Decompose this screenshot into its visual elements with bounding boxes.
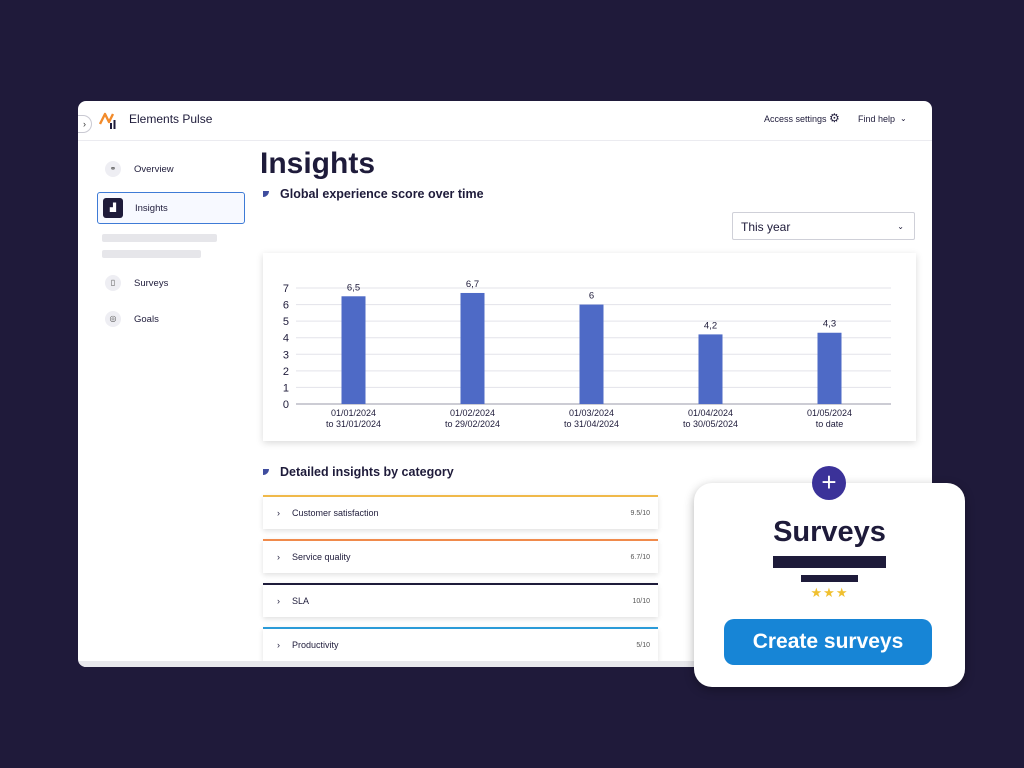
add-icon[interactable]: + [812, 466, 846, 500]
chevron-down-icon[interactable]: ⌄ [900, 114, 907, 123]
sidebar-item-overview[interactable]: ⚭ Overview [97, 154, 245, 186]
find-help-menu[interactable]: Find help [858, 114, 896, 124]
app-window: › Elements Pulse Access settings ⚙ Find … [78, 101, 932, 667]
section-marker-icon [263, 469, 269, 475]
chevron-right-icon: › [277, 596, 280, 606]
y-tick-label: 3 [283, 349, 289, 361]
x-tick-label: to date [816, 419, 844, 429]
category-row[interactable]: › Customer satisfaction 9.5/10 [263, 495, 658, 529]
sidebar-item-goals[interactable]: ◎ Goals [97, 304, 245, 336]
sidebar-item-label: Surveys [134, 278, 169, 289]
category-score: 9.5/10 [630, 510, 650, 517]
access-settings-link[interactable]: Access settings [764, 114, 827, 124]
create-surveys-button[interactable]: Create surveys [724, 619, 932, 665]
chevron-right-icon: › [277, 508, 280, 518]
chevron-right-icon[interactable]: › [78, 115, 92, 133]
bar-value-label: 6,7 [466, 279, 479, 290]
x-tick-label: 01/01/2024 [331, 408, 376, 418]
sidebar-item-label: Goals [134, 314, 159, 325]
overview-icon: ⚭ [105, 161, 121, 177]
y-tick-label: 0 [283, 399, 289, 411]
x-tick-label: to 30/05/2024 [683, 419, 738, 429]
category-score: 5/10 [636, 642, 650, 649]
placeholder-bar [773, 556, 886, 568]
bar-value-label: 6,5 [347, 282, 360, 293]
category-row[interactable]: › Service quality 6.7/10 [263, 539, 658, 573]
sidebar-item-label: Insights [135, 203, 168, 214]
period-select-value: This year [741, 220, 791, 234]
chart-bar [341, 296, 366, 404]
star-rating-icon: ★★★ [810, 585, 849, 600]
y-tick-label: 4 [283, 333, 289, 345]
chart-bar [579, 304, 604, 404]
period-select[interactable]: This year ⌄ [732, 212, 915, 240]
category-row[interactable]: › SLA 10/10 [263, 583, 658, 617]
y-tick-label: 5 [283, 316, 289, 328]
chevron-right-icon: › [277, 640, 280, 650]
sidebar-item-label: Overview [134, 164, 174, 175]
x-tick-label: 01/04/2024 [688, 408, 733, 418]
insights-icon: ▟ [103, 198, 123, 218]
sidebar-item-surveys[interactable]: ▯ Surveys [97, 268, 245, 300]
sidebar-item-insights[interactable]: ▟ Insights [97, 192, 245, 224]
categories-section-title: Detailed insights by category [280, 465, 454, 479]
y-tick-label: 6 [283, 300, 289, 312]
y-tick-label: 7 [283, 283, 289, 295]
category-score: 6.7/10 [630, 554, 650, 561]
chart-bar [698, 334, 723, 404]
surveys-promo-card: Surveys ★★★ Create surveys [694, 483, 965, 687]
x-tick-label: 01/02/2024 [450, 408, 495, 418]
chart-bar [817, 332, 842, 404]
chevron-right-icon: › [277, 552, 280, 562]
chevron-down-icon: ⌄ [897, 222, 904, 231]
placeholder-bar [801, 575, 858, 582]
skeleton-line [102, 234, 217, 242]
section-marker-icon [263, 191, 269, 197]
category-score: 10/10 [632, 598, 650, 605]
x-tick-label: to 31/01/2024 [326, 419, 381, 429]
x-tick-label: 01/05/2024 [807, 408, 852, 418]
elements-logo [98, 112, 116, 129]
skeleton-line [102, 250, 201, 258]
category-label: Productivity [292, 640, 339, 650]
x-tick-label: to 29/02/2024 [445, 419, 500, 429]
x-tick-label: to 31/04/2024 [564, 419, 619, 429]
scroll-edge [78, 661, 932, 667]
category-label: Service quality [292, 552, 351, 562]
chart-section-title: Global experience score over time [280, 187, 484, 201]
promo-title: Surveys [773, 516, 886, 548]
app-name: Elements Pulse [129, 112, 213, 126]
page-title: Insights [260, 147, 376, 180]
bar-value-label: 4,3 [823, 319, 836, 330]
x-tick-label: 01/03/2024 [569, 408, 614, 418]
gear-icon[interactable]: ⚙ [829, 111, 840, 125]
score-chart: 0 1 2 3 4 5 6 7 6,5 01/01/2024 to 31/01/2024 6,7 01/… [263, 253, 916, 441]
target-icon: ◎ [105, 311, 121, 327]
bar-value-label: 6 [589, 291, 594, 302]
top-bar: › Elements Pulse Access settings ⚙ Find … [78, 101, 932, 141]
y-tick-label: 2 [283, 366, 289, 378]
category-row[interactable]: › Productivity 5/10 [263, 627, 658, 661]
y-tick-label: 1 [283, 382, 289, 394]
chart-bar [460, 292, 485, 404]
category-label: SLA [292, 596, 310, 606]
bar-value-label: 4,2 [704, 320, 717, 331]
clipboard-icon: ▯ [105, 275, 121, 291]
category-label: Customer satisfaction [292, 508, 379, 518]
